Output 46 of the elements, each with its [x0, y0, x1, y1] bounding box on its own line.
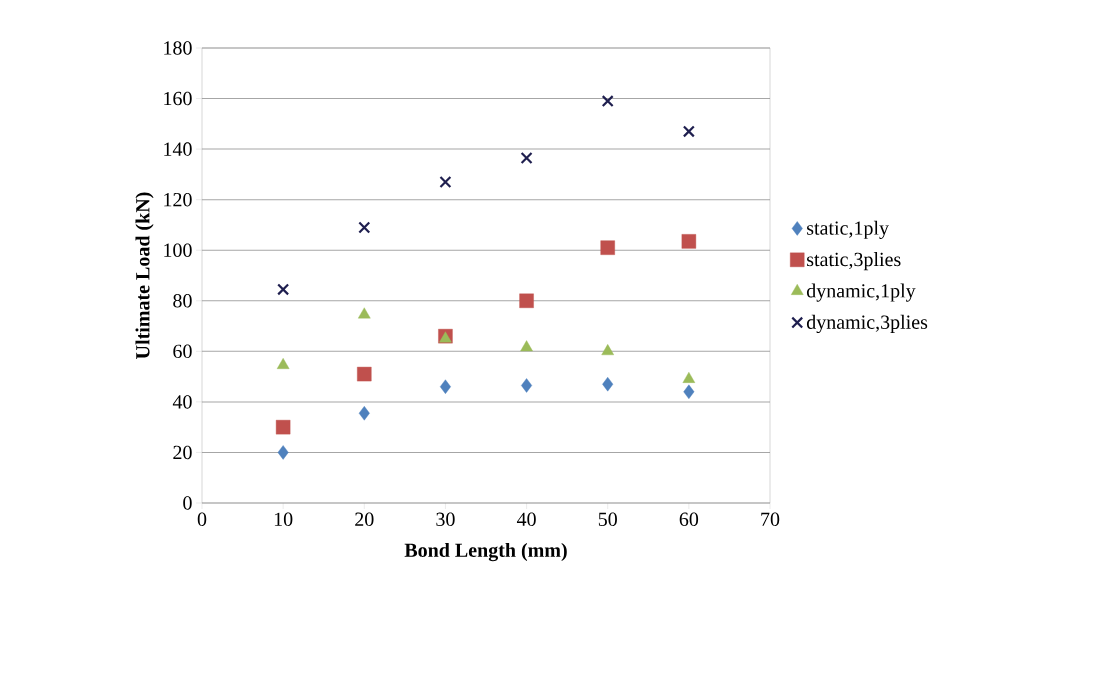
point — [358, 307, 371, 319]
point — [602, 376, 614, 392]
point — [275, 419, 291, 435]
point — [276, 358, 290, 369]
y-tick-label: 80 — [173, 294, 192, 308]
x-tick-label: 10 — [274, 512, 293, 527]
point — [682, 371, 696, 383]
point — [682, 125, 695, 138]
y-tick-label: 180 — [164, 41, 192, 55]
x-tick-label: 70 — [761, 512, 780, 527]
point — [277, 283, 290, 296]
y-tick-label: 20 — [173, 445, 192, 460]
y-tick-label: 60 — [173, 344, 192, 359]
point — [683, 384, 695, 399]
point — [681, 234, 697, 249]
point — [520, 340, 533, 352]
point — [600, 240, 615, 255]
y-tick-label: 120 — [164, 192, 192, 207]
x-tick-label: 20 — [355, 512, 374, 527]
legend-label: static,1ply — [807, 220, 889, 239]
x-tick-label: 40 — [516, 512, 536, 527]
point — [439, 175, 452, 189]
y-tick-label: 100 — [164, 243, 192, 257]
x-tick-label: 60 — [679, 512, 699, 527]
point — [601, 344, 614, 356]
point — [519, 293, 534, 308]
x-axis-title: Bond Length (mm) — [404, 542, 567, 562]
legend-label: static,3plies — [807, 252, 901, 271]
point — [358, 221, 371, 234]
x-tick-label: 30 — [436, 512, 455, 527]
x-tick-label: 50 — [598, 512, 617, 527]
y-tick-label: 160 — [164, 91, 192, 106]
point — [439, 379, 451, 394]
x-tick-label: 0 — [197, 512, 207, 527]
point — [521, 378, 533, 393]
point — [520, 151, 533, 165]
y-tick-label: 0 — [183, 496, 192, 510]
y-tick-label: 40 — [172, 395, 192, 409]
y-tick-label: 140 — [164, 142, 192, 156]
point — [358, 406, 370, 421]
y-axis-title: Ultimate Load (kN) — [135, 192, 154, 359]
point — [357, 366, 372, 382]
legend-label: dynamic,3plies — [806, 314, 928, 334]
legend-label: dynamic,1ply — [806, 283, 916, 302]
point — [601, 95, 614, 108]
point — [277, 445, 289, 460]
